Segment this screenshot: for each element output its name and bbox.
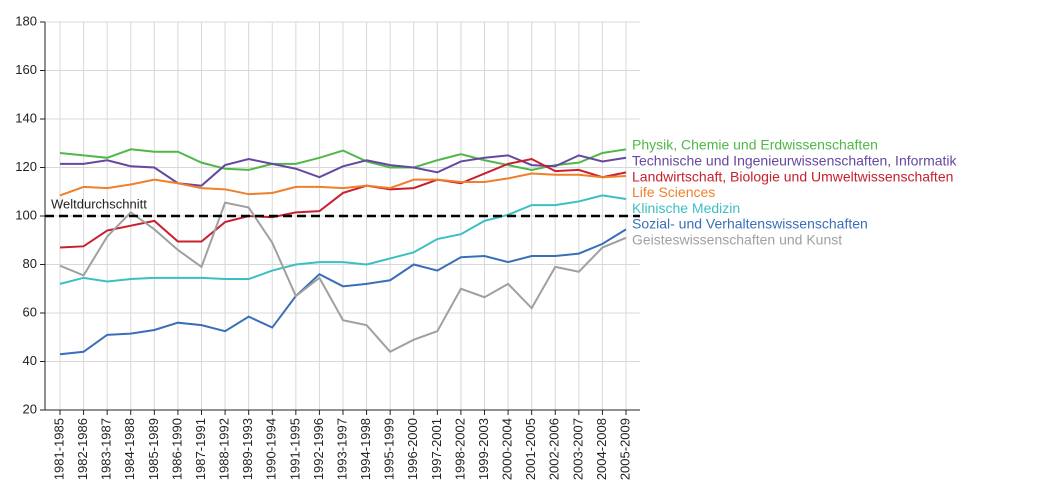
- series-line: [60, 154, 627, 187]
- series-line: [59, 148, 627, 171]
- y-tick-label: 180: [15, 13, 37, 28]
- legend-entry: Geisteswissenschaften und Kunst: [632, 232, 842, 248]
- x-tick-label: 1991-1995: [287, 418, 302, 480]
- x-tick-label: 1989-1993: [240, 418, 255, 480]
- x-tick-label: 2000-2004: [500, 418, 515, 480]
- x-tick-label: 1988-1992: [217, 418, 232, 480]
- legend-entry: Klinische Medizin: [632, 200, 740, 216]
- legend: Physik, Chemie und ErdwissenschaftenTech…: [632, 137, 958, 248]
- x-tick-label: 1981-1985: [51, 418, 66, 480]
- x-tick-label: 1985-1989: [146, 418, 161, 480]
- y-tick-label: 20: [23, 401, 37, 416]
- series-line: [59, 201, 627, 354]
- x-tick-label: 1983-1987: [99, 418, 114, 480]
- x-tick-label: 2002-2006: [547, 418, 562, 480]
- y-tick-label: 80: [23, 256, 37, 271]
- x-tick-label: 1993-1997: [334, 418, 349, 480]
- y-tick-label: 160: [15, 62, 37, 77]
- y-tick-label: 100: [15, 207, 37, 222]
- series-line: [59, 172, 627, 197]
- x-tick-label: 1987-1991: [193, 418, 208, 480]
- x-tick-label: 1996-2000: [405, 418, 420, 480]
- x-tick-label: 1986-1990: [169, 418, 184, 480]
- x-tick-label: 1992-1996: [311, 418, 326, 480]
- legend-entry: Sozial- und Verhaltenswissenschaften: [632, 216, 868, 232]
- x-tick-label: 1982-1986: [75, 418, 90, 480]
- x-tick-label: 2004-2008: [594, 418, 609, 480]
- x-tick-label: 2005-2009: [617, 418, 632, 480]
- x-tick-label: 1998-2002: [452, 418, 467, 480]
- series-line: [59, 194, 627, 285]
- y-tick-label: 60: [23, 304, 37, 319]
- x-tick-label: 2001-2005: [523, 418, 538, 480]
- y-tick-label: 140: [15, 110, 37, 125]
- legend-entry: Physik, Chemie und Erdwissenschaften: [632, 137, 878, 153]
- x-tick-label: 1999-2003: [476, 418, 491, 480]
- y-tick-label: 40: [23, 353, 37, 368]
- reference-label: Weltdurchschnitt: [51, 196, 147, 211]
- series-line: [59, 157, 627, 249]
- series-line: [59, 228, 627, 356]
- x-tick-label: 1990-1994: [264, 418, 279, 480]
- x-tick-label: 1994-1998: [358, 418, 373, 480]
- x-tick-label: 1997-2001: [429, 418, 444, 480]
- x-tick-label: 2003-2007: [570, 418, 585, 480]
- y-tick-label: 120: [15, 159, 37, 174]
- legend-entry: Landwirtschaft, Biologie und Umweltwisse…: [632, 168, 953, 184]
- legend-entry: Life Sciences: [632, 184, 715, 200]
- legend-entry: Technische und Ingenieurwissenschaften, …: [632, 153, 958, 169]
- x-tick-label: 1984-1988: [122, 418, 137, 480]
- x-tick-label: 1995-1999: [382, 418, 397, 480]
